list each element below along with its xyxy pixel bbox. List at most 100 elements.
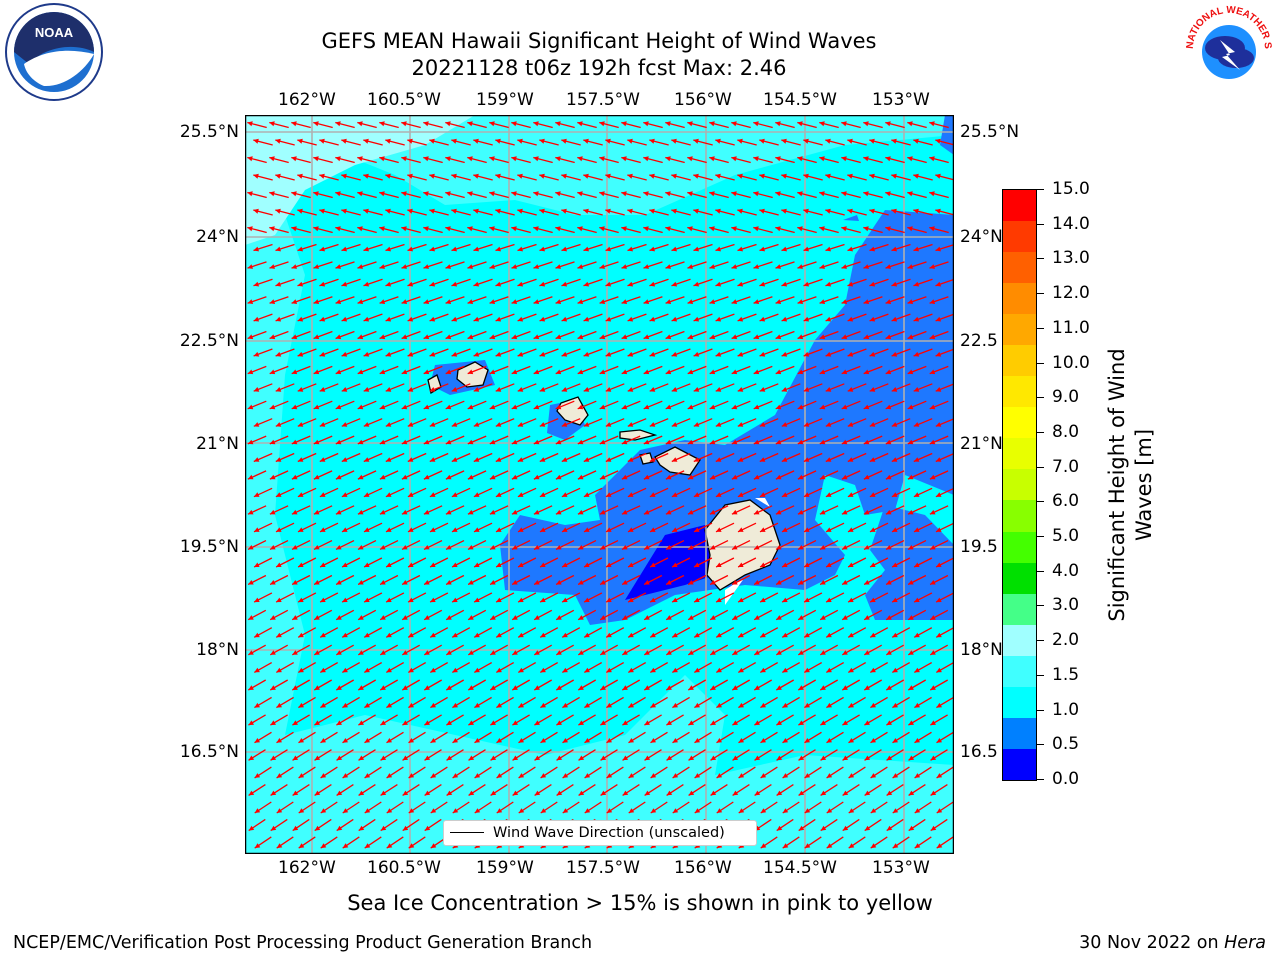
wind-wave-arrow-head — [892, 667, 898, 673]
wind-wave-arrow-head — [584, 597, 590, 603]
wind-wave-arrow-head — [556, 685, 562, 690]
wind-wave-arrow-head — [643, 334, 650, 340]
wind-wave-arrow-head — [539, 351, 546, 357]
wind-wave-arrow-head — [825, 281, 832, 287]
wind-wave-arrow-head — [518, 808, 525, 813]
wind-wave-arrow-head — [577, 121, 583, 127]
wind-wave-arrow-head — [775, 156, 781, 162]
wind-wave-arrow-head — [379, 404, 386, 410]
wind-wave-arrow-head — [914, 632, 920, 638]
wind-wave-arrow-head — [247, 226, 253, 232]
wind-wave-arrow-head — [643, 404, 650, 410]
wind-wave-arrow-head — [473, 316, 480, 322]
wind-wave-arrow-head — [473, 246, 479, 252]
wind-wave-arrow-head — [864, 755, 871, 761]
wind-wave-arrow-head — [533, 156, 539, 162]
wind-wave-arrow-head — [599, 121, 605, 127]
wind-wave-arrow-head — [672, 667, 678, 673]
wind-wave-arrow-head — [379, 191, 385, 197]
wind-wave-arrow-head — [517, 422, 524, 427]
wind-wave-arrow-head — [358, 650, 364, 655]
wind-wave-arrow-head — [929, 474, 936, 480]
wind-wave-arrow-head — [496, 562, 502, 567]
wind-wave-arrow-head — [627, 281, 634, 287]
wind-wave-arrow-head — [892, 527, 898, 532]
wind-wave-arrow-head — [709, 334, 716, 340]
wind-wave-arrow-head — [782, 808, 789, 813]
wind-wave-arrow-head — [753, 226, 759, 232]
wind-wave-arrow-head — [892, 632, 898, 638]
wind-wave-arrow-head — [402, 790, 409, 796]
wind-wave-arrow-head — [517, 208, 523, 214]
map-grid — [245, 115, 954, 854]
wind-wave-arrow-head — [358, 825, 365, 831]
colorbar-tick-mark — [1037, 674, 1044, 676]
wind-wave-arrow-head — [709, 226, 715, 232]
wind-wave-arrow-head — [292, 615, 298, 620]
wind-wave-arrow-head — [665, 121, 671, 127]
wind-wave-arrow-head — [820, 650, 826, 655]
wind-wave-arrow-head — [358, 755, 365, 761]
wind-wave-arrow-head — [452, 562, 458, 567]
wind-wave-arrow-head — [797, 404, 804, 410]
wind-wave-arrow-head — [247, 191, 253, 197]
wind-wave-arrow-head — [467, 156, 473, 162]
wind-wave-arrow-head — [732, 650, 738, 655]
wind-wave-arrow-head — [247, 334, 254, 340]
wind-wave-arrow-head — [319, 246, 325, 252]
wind-wave-arrow-head — [556, 615, 562, 620]
wind-wave-arrow-head — [380, 720, 386, 726]
wind-wave-arrow-head — [408, 738, 414, 743]
wind-wave-arrow-head — [577, 156, 583, 162]
wind-wave-arrow-head — [429, 422, 436, 427]
wind-wave-arrow-head — [863, 121, 869, 127]
wind-wave-arrow-head — [297, 281, 304, 287]
wind-wave-arrow-head — [600, 580, 606, 585]
wind-wave-arrow-head — [363, 281, 370, 287]
wind-wave-arrow-head — [914, 738, 920, 743]
wind-wave-arrow-head — [715, 492, 722, 497]
wind-wave-arrow-head — [429, 138, 435, 144]
wind-wave-arrow-head — [913, 422, 920, 427]
wind-wave-arrow-head — [292, 685, 298, 690]
wind-wave-arrow-head — [798, 650, 804, 655]
wind-wave-arrow-head — [357, 121, 363, 127]
wind-wave-arrow-head — [891, 138, 897, 144]
wind-wave-arrow-head — [732, 685, 738, 690]
wind-wave-arrow-head — [495, 457, 502, 462]
wind-wave-arrow-head — [402, 580, 408, 585]
wind-wave-arrow-head — [671, 457, 678, 462]
wind-wave-arrow-head — [870, 562, 876, 567]
wind-wave-arrow-head — [424, 580, 430, 585]
wind-wave-arrow-head — [555, 334, 562, 340]
wind-wave-arrow-head — [496, 667, 502, 673]
wind-wave-arrow-head — [451, 281, 458, 287]
footer-host: Hera — [1224, 933, 1266, 953]
wind-wave-arrow-head — [561, 138, 567, 144]
wind-wave-arrow-head — [269, 299, 276, 304]
wind-wave-arrow-head — [335, 191, 341, 197]
wind-wave-arrow-head — [247, 156, 253, 162]
colorbar-tick-label: 13.0 — [1052, 248, 1090, 269]
wind-wave-arrow-head — [319, 316, 326, 322]
wind-wave-arrow-head — [336, 615, 342, 620]
wave-zone-1p5m-south — [245, 675, 954, 854]
wind-wave-arrow-head — [848, 773, 855, 778]
wind-wave-arrow-head — [385, 387, 392, 392]
wind-wave-arrow-head — [379, 299, 386, 304]
wind-wave-arrow-head — [665, 369, 672, 375]
wind-wave-arrow-head — [555, 156, 561, 162]
wind-wave-arrow-head — [907, 264, 913, 269]
wind-wave-arrow-head — [798, 825, 805, 831]
colorbar-swatch — [1003, 283, 1036, 315]
wind-wave-arrow-head — [424, 545, 430, 550]
wind-wave-arrow-head — [385, 422, 392, 427]
wind-wave-arrow-head — [643, 191, 649, 197]
wind-wave-arrow-head — [402, 685, 408, 690]
wind-wave-arrow-head — [820, 720, 826, 726]
lat-label-right: 21°N — [960, 434, 1003, 454]
wind-wave-arrow-head — [297, 457, 304, 462]
wind-wave-arrow-head — [907, 299, 914, 304]
wind-wave-arrow-head — [364, 702, 370, 708]
wind-wave-arrow-head — [533, 191, 539, 197]
